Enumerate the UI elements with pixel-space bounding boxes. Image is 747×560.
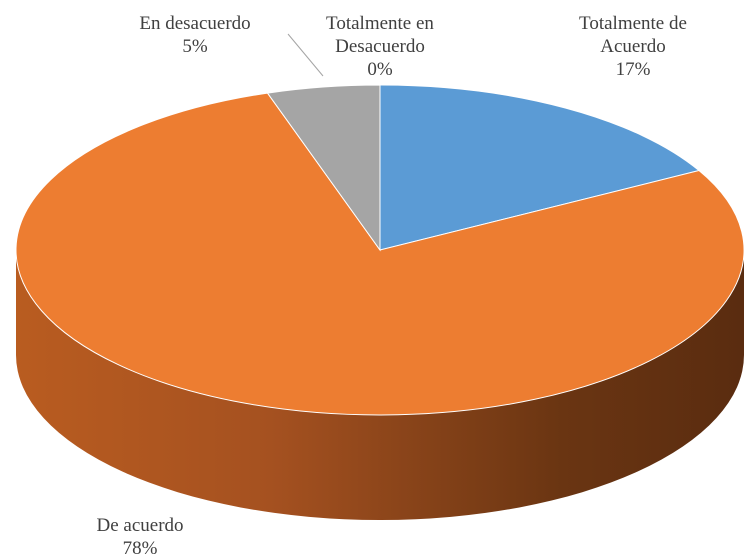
category-label: En desacuerdo <box>139 13 251 34</box>
value-label: 5% <box>182 36 208 57</box>
value-label: 78% <box>122 538 158 559</box>
data-label: En desacuerdo 5% <box>100 12 290 58</box>
data-label: Totalmente en Desacuerdo 0% <box>300 12 460 81</box>
value-label: 0% <box>367 59 393 80</box>
data-label: Totalmente de Acuerdo 17% <box>563 12 703 81</box>
value-label: 17% <box>615 59 651 80</box>
category-label: Totalmente de Acuerdo <box>579 13 687 57</box>
category-label: Totalmente en Desacuerdo <box>326 13 434 57</box>
data-label: De acuerdo 78% <box>60 514 220 560</box>
pie-slice <box>15 92 745 416</box>
pie-side <box>16 250 744 520</box>
pie-slice <box>379 84 701 251</box>
category-label: De acuerdo <box>96 515 184 536</box>
leader-line <box>287 33 324 77</box>
